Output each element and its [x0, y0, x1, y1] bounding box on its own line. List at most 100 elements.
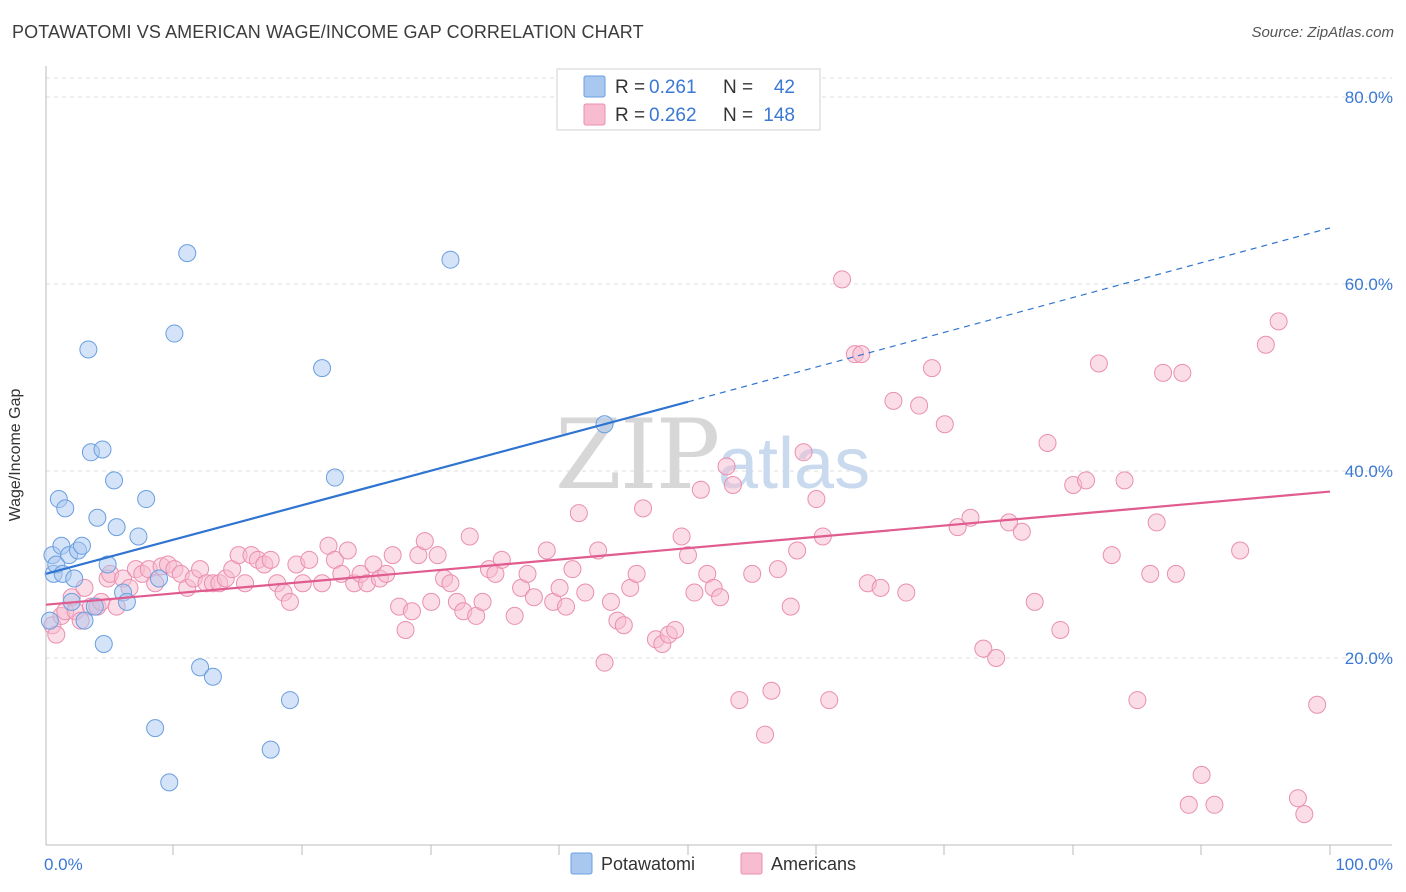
- americans-point: [948, 518, 967, 537]
- bottom-legend-label: Potawatomi: [601, 854, 695, 874]
- americans-point: [236, 574, 255, 593]
- americans-point: [711, 588, 730, 607]
- americans-point: [685, 583, 704, 602]
- americans-point: [1077, 471, 1096, 490]
- bottom-legend-swatch: [740, 852, 763, 875]
- potawatomi-point: [105, 471, 124, 490]
- potawatomi-point: [165, 324, 184, 343]
- americans-point: [1231, 541, 1250, 560]
- trend-lines: [45, 227, 1331, 606]
- bottom-legend-swatch: [570, 852, 593, 875]
- americans-point: [807, 490, 826, 509]
- potawatomi-trend-line: [45, 400, 689, 575]
- americans-point: [1192, 765, 1211, 784]
- americans-point: [428, 546, 447, 565]
- potawatomi-point: [280, 691, 299, 710]
- americans-point: [505, 606, 524, 625]
- americans-point: [473, 592, 492, 611]
- americans-point: [261, 550, 280, 569]
- americans-point: [1256, 335, 1275, 354]
- americans-point: [871, 578, 890, 597]
- gridlines: [46, 77, 1392, 659]
- chart-title: POTAWATOMI VS AMERICAN WAGE/INCOME GAP C…: [12, 22, 644, 42]
- americans-point: [563, 560, 582, 579]
- potawatomi-point: [129, 527, 148, 546]
- americans-point: [730, 691, 749, 710]
- potawatomi-point: [88, 508, 107, 527]
- legend-swatch: [583, 75, 606, 98]
- americans-point: [1115, 471, 1134, 490]
- potawatomi-point: [146, 719, 165, 738]
- americans-point: [1025, 592, 1044, 611]
- americans-point: [383, 546, 402, 565]
- americans-point: [723, 476, 742, 495]
- americans-point: [396, 620, 415, 639]
- potawatomi-point: [98, 555, 117, 574]
- americans-point: [280, 592, 299, 611]
- americans-point: [627, 564, 646, 583]
- bottom-legend-label: Americans: [771, 854, 856, 874]
- americans-point: [518, 564, 537, 583]
- axes: [45, 66, 1392, 855]
- americans-point: [1179, 795, 1198, 814]
- y-tick-label: 40.0%: [1345, 462, 1393, 481]
- americans-point: [672, 527, 691, 546]
- americans-trend-line: [45, 490, 1331, 606]
- americans-point: [788, 541, 807, 560]
- y-tick-label: 60.0%: [1345, 275, 1393, 294]
- americans-point: [1308, 695, 1327, 714]
- americans-point: [1205, 795, 1224, 814]
- potawatomi-point: [93, 440, 112, 459]
- americans-point: [1288, 789, 1307, 808]
- potawatomi-point: [85, 597, 104, 616]
- potawatomi-point: [79, 340, 98, 359]
- americans-point: [1173, 363, 1192, 382]
- potawatomi-point: [203, 667, 222, 686]
- potawatomi-point: [75, 611, 94, 630]
- potawatomi-point: [65, 569, 84, 588]
- americans-point: [768, 560, 787, 579]
- potawatomi-point: [94, 634, 113, 653]
- americans-point: [595, 653, 614, 672]
- americans-point: [441, 574, 460, 593]
- legend-n-label: N =: [723, 105, 753, 126]
- americans-point: [1295, 805, 1314, 824]
- americans-point: [422, 592, 441, 611]
- americans-point: [550, 578, 569, 597]
- americans-point: [910, 396, 929, 415]
- potawatomi-point: [178, 244, 197, 263]
- americans-point: [460, 527, 479, 546]
- americans-point: [576, 583, 595, 602]
- legend-r-label: R =: [615, 105, 645, 126]
- americans-point: [569, 504, 588, 523]
- americans-point: [614, 616, 633, 635]
- americans-point: [1102, 546, 1121, 565]
- potawatomi-point: [56, 499, 75, 518]
- x-tick-label-min: 0.0%: [44, 855, 83, 874]
- americans-point: [634, 499, 653, 518]
- americans-point: [666, 620, 685, 639]
- americans-point: [300, 550, 319, 569]
- americans-point: [743, 564, 762, 583]
- americans-point: [1269, 312, 1288, 331]
- americans-point: [833, 270, 852, 289]
- americans-point: [313, 574, 332, 593]
- americans-point: [601, 592, 620, 611]
- y-tick-label: 20.0%: [1345, 649, 1393, 668]
- americans-point: [852, 345, 871, 364]
- americans-point: [762, 681, 781, 700]
- legend-n-value: 148: [763, 105, 795, 126]
- potawatomi-point: [441, 250, 460, 269]
- americans-point: [402, 602, 421, 621]
- americans-point: [974, 639, 993, 658]
- americans-point: [987, 649, 1006, 667]
- americans-point: [557, 597, 576, 616]
- americans-point: [884, 391, 903, 410]
- tick-labels: 20.0% 40.0% 60.0% 80.0% 0.0% 100.0%: [44, 88, 1393, 874]
- legend-n-label: N =: [723, 77, 753, 98]
- americans-point: [679, 546, 697, 565]
- americans-point: [1166, 564, 1185, 583]
- americans-point: [922, 359, 941, 378]
- potawatomi-point: [149, 569, 168, 588]
- potawatomi-point: [137, 490, 156, 509]
